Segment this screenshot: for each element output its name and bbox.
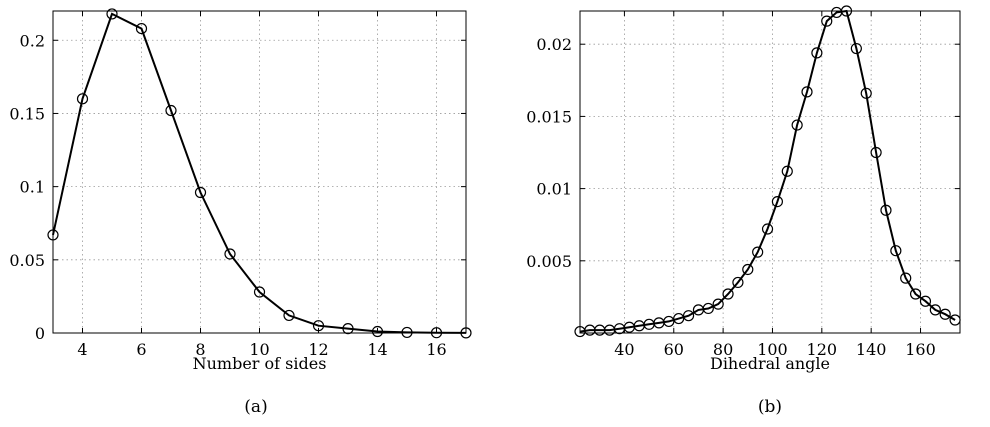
x-tick-label: 100 <box>757 340 788 359</box>
plot-frame <box>52 10 467 334</box>
data-point-marker <box>880 204 892 216</box>
x-tick-label: 60 <box>664 340 684 359</box>
panel-b: 40 60 80 100 120 140 160 0.005 0.01 0.015 0.02 Dihe… <box>526 5 961 417</box>
data-point-marker <box>900 272 912 284</box>
data-point-marker <box>253 286 266 298</box>
x-tick-label: 6 <box>136 340 146 359</box>
x-tick-label: 12 <box>308 340 328 359</box>
data-point-marker <box>430 327 443 339</box>
y-tick-label: 0 <box>35 324 45 343</box>
data-point-marker <box>135 22 148 35</box>
data-point-marker <box>791 119 803 131</box>
data-point-marker <box>76 93 89 105</box>
data-point-marker <box>771 196 784 208</box>
data-point-marker <box>909 288 922 300</box>
y-tick-label: 0.2 <box>20 31 45 50</box>
panel-caption: (b) <box>758 397 782 417</box>
data-point-marker <box>460 327 472 339</box>
x-tick-label: 40 <box>614 340 634 359</box>
data-point-marker <box>682 310 695 322</box>
x-tick-label: 16 <box>426 340 446 359</box>
data-point-marker <box>781 165 793 177</box>
panel-caption: (a) <box>244 397 267 417</box>
panel-a: 4 6 8 10 12 14 16 0 0.05 0.1 0.15 0.2 Number of side… <box>9 8 472 417</box>
data-point-marker <box>165 104 177 117</box>
data-point-marker <box>712 298 724 310</box>
data-point-marker <box>860 87 872 99</box>
data-point-marker <box>929 304 941 316</box>
y-tick-label: 0.05 <box>9 251 45 270</box>
data-point-marker <box>663 315 675 328</box>
data-point-marker <box>821 15 833 27</box>
data-point-marker <box>840 5 853 17</box>
x-tick-label: 160 <box>905 340 936 359</box>
x-tick-label: 80 <box>713 340 733 359</box>
data-point-marker <box>732 276 744 289</box>
data-point-marker <box>949 314 961 326</box>
y-tick-label: 0.15 <box>9 104 45 123</box>
y-tick-label: 0.02 <box>536 35 572 54</box>
data-point-marker <box>870 146 882 159</box>
data-point-marker <box>194 186 207 199</box>
data-point-marker <box>890 245 902 257</box>
plot-frame <box>579 10 961 334</box>
x-tick-label: 120 <box>807 340 838 359</box>
data-point-marker <box>761 223 774 235</box>
data-point-marker <box>811 47 823 59</box>
data-point-marker <box>939 308 951 320</box>
data-point-marker <box>106 8 118 20</box>
data-point-marker <box>702 302 714 315</box>
data-point-marker <box>283 309 295 322</box>
data-point-marker <box>371 325 384 338</box>
data-point-marker <box>722 288 734 300</box>
data-point-marker <box>673 312 685 325</box>
data-point-marker <box>752 246 764 258</box>
x-tick-label: 8 <box>195 340 205 359</box>
data-point-marker <box>312 320 325 332</box>
data-point-marker <box>742 263 754 276</box>
x-tick-label: 4 <box>77 340 87 359</box>
series-line <box>579 9 956 333</box>
data-point-marker <box>224 248 236 260</box>
x-tick-label: 10 <box>249 340 269 359</box>
data-point-marker <box>401 326 413 339</box>
x-tick-label: 140 <box>856 340 887 359</box>
x-tick-label: 14 <box>367 340 387 359</box>
y-tick-label: 0.005 <box>526 252 572 271</box>
y-tick-label: 0.015 <box>526 107 572 126</box>
y-tick-label: 0.01 <box>536 180 572 199</box>
data-point-marker <box>850 42 862 55</box>
data-point-marker <box>342 323 354 335</box>
series-line <box>52 12 467 334</box>
data-point-marker <box>801 86 813 98</box>
y-tick-label: 0.1 <box>20 178 45 197</box>
data-point-marker <box>919 295 932 307</box>
x-axis-label: Number of sides <box>193 354 327 373</box>
data-point-marker <box>47 229 59 241</box>
x-axis-label: Dihedral angle <box>710 354 830 373</box>
